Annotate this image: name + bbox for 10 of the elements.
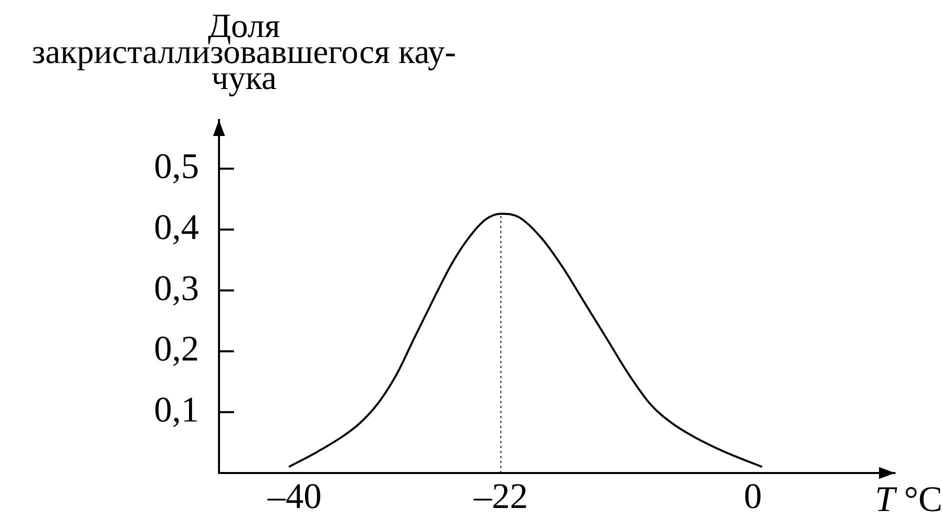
y-tick-label: 0,1 (154, 390, 199, 430)
x-axis-title: T °C (875, 479, 942, 517)
y-tick-label: 0,2 (154, 328, 199, 369)
x-tick-label: 0 (744, 476, 762, 516)
y-tick-label: 0,3 (154, 268, 199, 308)
y-axis-title: Доля закристаллизовавшегося кау- чука (32, 8, 456, 97)
x-tick-label: –40 (266, 476, 322, 516)
x-tick-label: –22 (472, 476, 528, 516)
y-tick-label: 0,4 (154, 207, 199, 248)
y-tick-label: 0,5 (154, 146, 199, 186)
